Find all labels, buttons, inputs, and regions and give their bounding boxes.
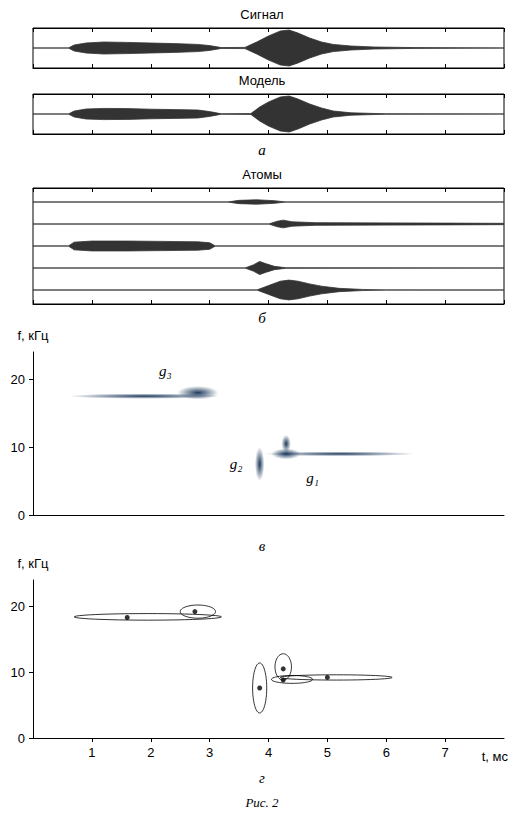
svg-text:6: 6	[383, 745, 390, 760]
svg-text:1: 1	[88, 745, 95, 760]
svg-text:f, кГц: f, кГц	[17, 556, 49, 571]
svg-text:2: 2	[147, 745, 154, 760]
svg-text:Атомы: Атомы	[242, 167, 282, 182]
svg-text:Модель: Модель	[239, 73, 286, 88]
svg-text:20: 20	[11, 372, 25, 387]
svg-text:0: 0	[18, 731, 25, 746]
svg-text:3: 3	[206, 745, 213, 760]
svg-text:f, кГц: f, кГц	[17, 328, 49, 343]
svg-text:g₂: g₂	[230, 456, 243, 472]
svg-text:10: 10	[11, 440, 25, 455]
svg-text:g₃: g₃	[159, 363, 172, 379]
svg-text:в: в	[259, 538, 266, 554]
svg-text:t, мс: t, мс	[482, 749, 509, 764]
svg-text:Рис. 2: Рис. 2	[244, 795, 279, 810]
svg-text:б: б	[258, 310, 266, 326]
svg-text:г: г	[259, 770, 265, 786]
svg-text:7: 7	[442, 745, 449, 760]
svg-text:g₁: g₁	[306, 470, 319, 486]
svg-text:4: 4	[265, 745, 272, 760]
svg-text:0: 0	[18, 508, 25, 523]
svg-text:10: 10	[11, 665, 25, 680]
svg-text:а: а	[258, 142, 266, 158]
svg-text:20: 20	[11, 599, 25, 614]
svg-text:5: 5	[324, 745, 331, 760]
svg-text:Сигнал: Сигнал	[240, 7, 283, 22]
